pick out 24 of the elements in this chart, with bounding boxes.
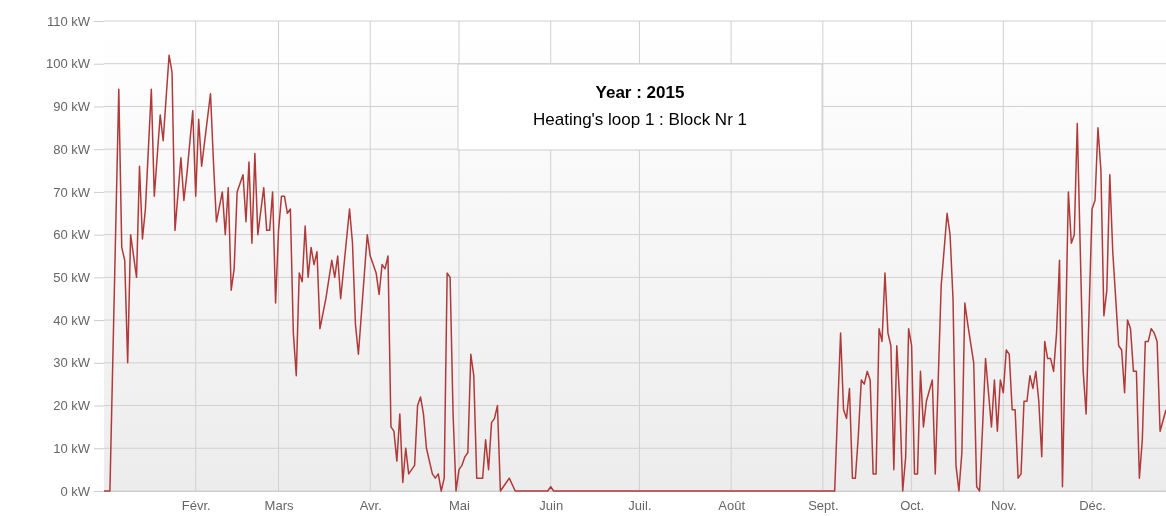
y-tick-label: 50 kW [53,270,91,286]
y-tick-label: 100 kW [45,56,91,72]
x-tick-label: Mars [264,498,294,514]
x-tick-label: Août [718,498,746,514]
y-tick-label: 70 kW [53,184,91,200]
x-tick-label: Juin [539,498,564,514]
x-tick-label: Avr. [359,498,382,514]
y-tick-label: 80 kW [53,141,91,157]
y-tick-label: 10 kW [53,440,91,456]
title-box: Year : 2015 Heating's loop 1 : Block Nr 1 [457,63,823,151]
y-tick-label: 20 kW [53,398,91,414]
x-tick-label: Juil. [628,498,652,514]
x-tick-label: Déc. [1079,498,1106,514]
y-tick-label: 0 kW [60,483,91,499]
y-tick-label: 90 kW [53,99,91,115]
x-tick-label: Oct. [900,498,925,514]
y-tick-label: 110 kW [46,13,91,29]
x-tick-label: Févr. [181,498,211,514]
x-tick-label: Sept. [808,498,839,514]
y-tick-label: 60 kW [53,227,91,243]
y-tick-label: 30 kW [53,355,91,371]
x-tick-label: Mai [449,498,471,514]
x-tick-label: Nov. [990,498,1017,514]
y-tick-label: 40 kW [53,312,91,328]
